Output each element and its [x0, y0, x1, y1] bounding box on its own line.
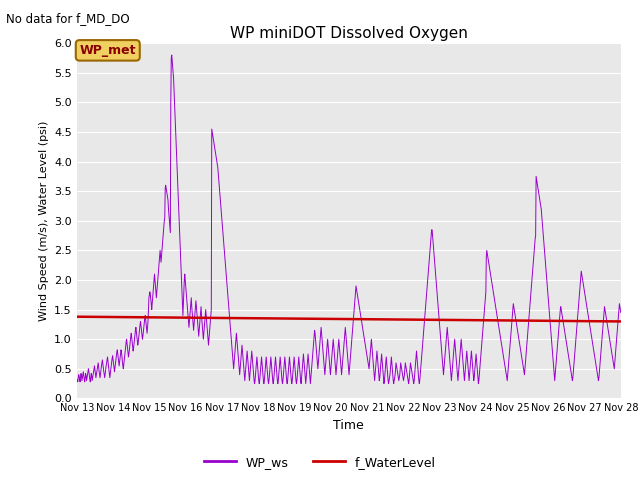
WP_ws: [140, 324, 148, 330]
WP_ws: [234, 348, 242, 354]
Line: f_WaterLevel: f_WaterLevel: [77, 317, 621, 322]
WP_ws: [296, 372, 304, 378]
f_WaterLevel: [140, 314, 148, 320]
Line: WP_ws: WP_ws: [77, 55, 621, 384]
f_WaterLevel: [73, 314, 81, 320]
Y-axis label: Wind Speed (m/s), Water Level (psi): Wind Speed (m/s), Water Level (psi): [38, 120, 49, 321]
Title: WP miniDOT Dissolved Oxygen: WP miniDOT Dissolved Oxygen: [230, 25, 468, 41]
f_WaterLevel: [116, 314, 124, 320]
f_WaterLevel: [234, 315, 241, 321]
WP_ws: [168, 52, 175, 58]
f_WaterLevel: [617, 319, 625, 324]
WP_ws: [207, 312, 214, 318]
f_WaterLevel: [207, 315, 214, 321]
f_WaterLevel: [296, 316, 303, 322]
Text: No data for f_MD_DO: No data for f_MD_DO: [6, 12, 130, 25]
WP_ws: [617, 310, 625, 315]
Legend: WP_ws, f_WaterLevel: WP_ws, f_WaterLevel: [199, 451, 441, 474]
X-axis label: Time: Time: [333, 419, 364, 432]
WP_ws: [251, 381, 259, 386]
WP_ws: [484, 256, 492, 262]
WP_ws: [73, 378, 81, 384]
f_WaterLevel: [483, 317, 491, 323]
WP_ws: [116, 351, 124, 357]
Text: WP_met: WP_met: [79, 44, 136, 57]
